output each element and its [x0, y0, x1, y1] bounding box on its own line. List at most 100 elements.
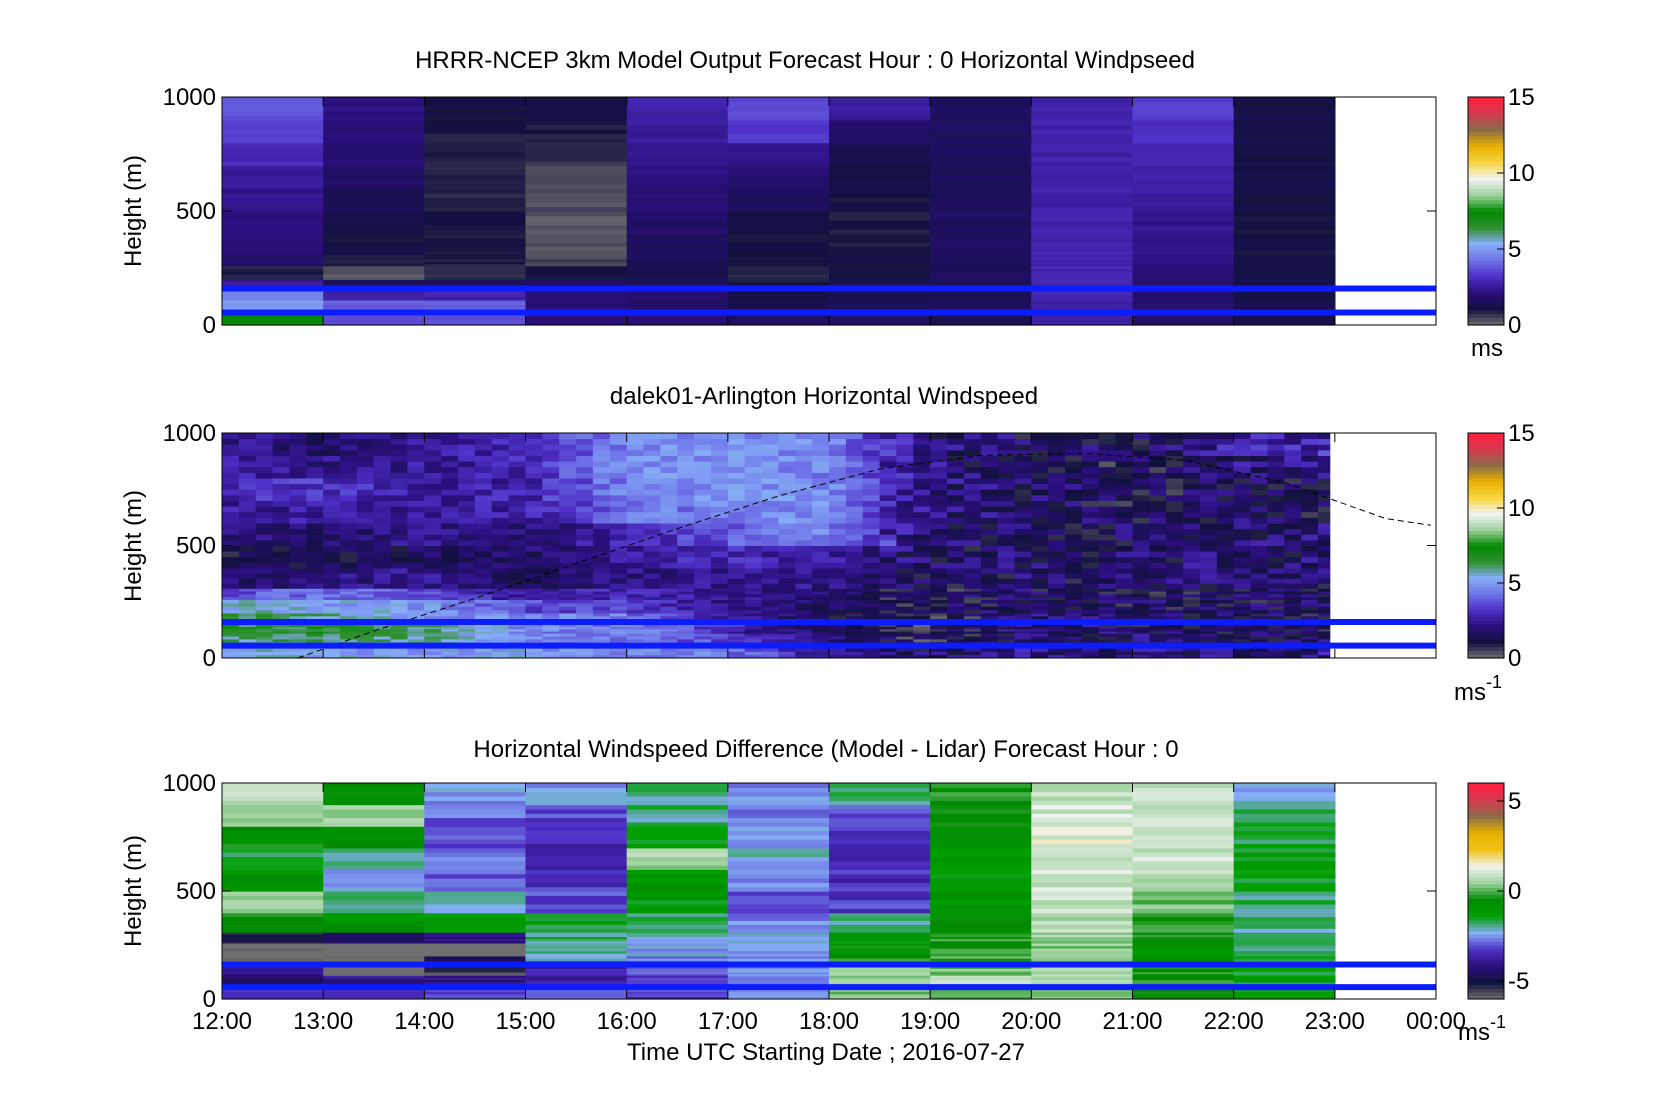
heatmap-cell	[289, 636, 307, 640]
heatmap-cell	[1132, 996, 1235, 1000]
heatmap-cell	[896, 539, 914, 546]
heatmap-cell	[1132, 246, 1235, 251]
heatmap-cell	[542, 573, 560, 579]
heatmap-cell	[474, 626, 493, 630]
heatmap-cell	[323, 133, 425, 139]
heatmap-cell	[289, 478, 307, 485]
heatmap-cell	[1098, 624, 1117, 628]
heatmap-cell	[1098, 591, 1117, 595]
heatmap-cell	[255, 511, 274, 518]
heatmap-cell	[222, 599, 240, 604]
heatmap-cell	[980, 651, 999, 656]
heatmap-cell	[1098, 511, 1117, 518]
heatmap-cell	[626, 299, 729, 303]
heatmap-cell	[947, 615, 965, 620]
heatmap-cell	[1149, 438, 1167, 445]
heatmap-cell	[474, 523, 493, 530]
heatmap-cell	[1166, 461, 1184, 468]
heatmap-cell	[694, 523, 712, 530]
heatmap-cell	[592, 444, 611, 451]
heatmap-cell	[829, 268, 931, 272]
heatmap-cell	[424, 188, 527, 194]
heatmap-cell	[1031, 314, 1134, 318]
heatmap-cell	[761, 517, 779, 524]
heatmap-cell	[407, 636, 425, 640]
heatmap-cell	[727, 119, 830, 125]
heatmap-cell	[222, 449, 240, 456]
heatmap-cell	[1031, 993, 1134, 997]
heatmap-cell	[829, 940, 931, 944]
heatmap-cell	[930, 101, 1032, 107]
heatmap-cell	[845, 647, 864, 652]
heatmap-cell	[727, 573, 746, 579]
heatmap-cell	[390, 455, 408, 462]
heatmap-cell	[1031, 942, 1134, 946]
colorbar-segment	[1468, 508, 1504, 513]
heatmap-cell	[1031, 966, 1134, 969]
heatmap-cell	[930, 483, 948, 490]
heatmap-cell	[845, 511, 864, 518]
heatmap-cell	[559, 591, 577, 595]
heatmap-cell	[963, 444, 982, 451]
heatmap-cell	[947, 606, 965, 611]
heatmap-cell	[761, 539, 779, 546]
heatmap-cell	[1267, 609, 1285, 614]
heatmap-cell	[744, 556, 763, 563]
heatmap-cell	[441, 638, 459, 643]
heatmap-cell	[845, 494, 864, 501]
heatmap-cell	[1267, 556, 1285, 563]
heatmap-cell	[424, 506, 442, 513]
heatmap-cell	[525, 895, 628, 901]
heatmap-cell	[879, 591, 897, 595]
heatmap-cell	[727, 160, 830, 166]
heatmap-cell	[1031, 545, 1049, 552]
heatmap-cell	[829, 800, 931, 806]
heatmap-cell	[1199, 523, 1218, 530]
heatmap-cell	[812, 511, 830, 518]
heatmap-cell	[829, 638, 847, 643]
heatmap-cell	[525, 229, 628, 235]
heatmap-cell	[829, 165, 931, 171]
heatmap-cell	[1132, 539, 1150, 546]
heatmap-cell	[795, 523, 813, 530]
heatmap-cell	[1318, 615, 1331, 620]
heatmap-cell	[323, 977, 425, 981]
heatmap-cell	[1216, 596, 1235, 600]
heatmap-cell	[238, 511, 257, 518]
heatmap-cell	[1115, 444, 1133, 451]
heatmap-cell	[542, 624, 560, 628]
heatmap-cell	[373, 647, 392, 652]
heatmap-cell	[323, 188, 425, 194]
heatmap-cell	[660, 654, 678, 659]
heatmap-cell	[306, 539, 324, 546]
heatmap-cell	[525, 865, 628, 870]
heatmap-cell	[980, 444, 999, 451]
heatmap-cell	[947, 478, 965, 485]
heatmap-cell	[626, 955, 729, 959]
heatmap-cell	[525, 856, 628, 862]
heatmap-cell	[542, 449, 560, 456]
heatmap-cell	[626, 953, 729, 957]
heatmap-cell	[424, 981, 527, 985]
heatmap-cell	[947, 602, 965, 607]
heatmap-cell	[727, 908, 830, 914]
heatmap-cell	[1199, 647, 1218, 652]
heatmap-cell	[980, 483, 999, 490]
heatmap-cell	[1098, 433, 1117, 440]
heatmap-cell	[1233, 556, 1252, 563]
heatmap-cell	[727, 494, 746, 501]
heatmap-cell	[913, 583, 931, 589]
heatmap-cell	[441, 647, 459, 652]
heatmap-cell	[356, 602, 375, 607]
heatmap-cell	[222, 188, 324, 194]
heatmap-cell	[1216, 631, 1235, 634]
heatmap-cell	[592, 489, 611, 496]
heatmap-cell	[441, 472, 459, 479]
heatmap-cell	[677, 568, 695, 574]
heatmap-cell	[424, 545, 442, 552]
heatmap-cell	[626, 813, 729, 819]
heatmap-cell	[829, 511, 847, 518]
heatmap-cell	[340, 506, 358, 513]
heatmap-cell	[525, 254, 628, 258]
heatmap-cell	[306, 588, 324, 592]
